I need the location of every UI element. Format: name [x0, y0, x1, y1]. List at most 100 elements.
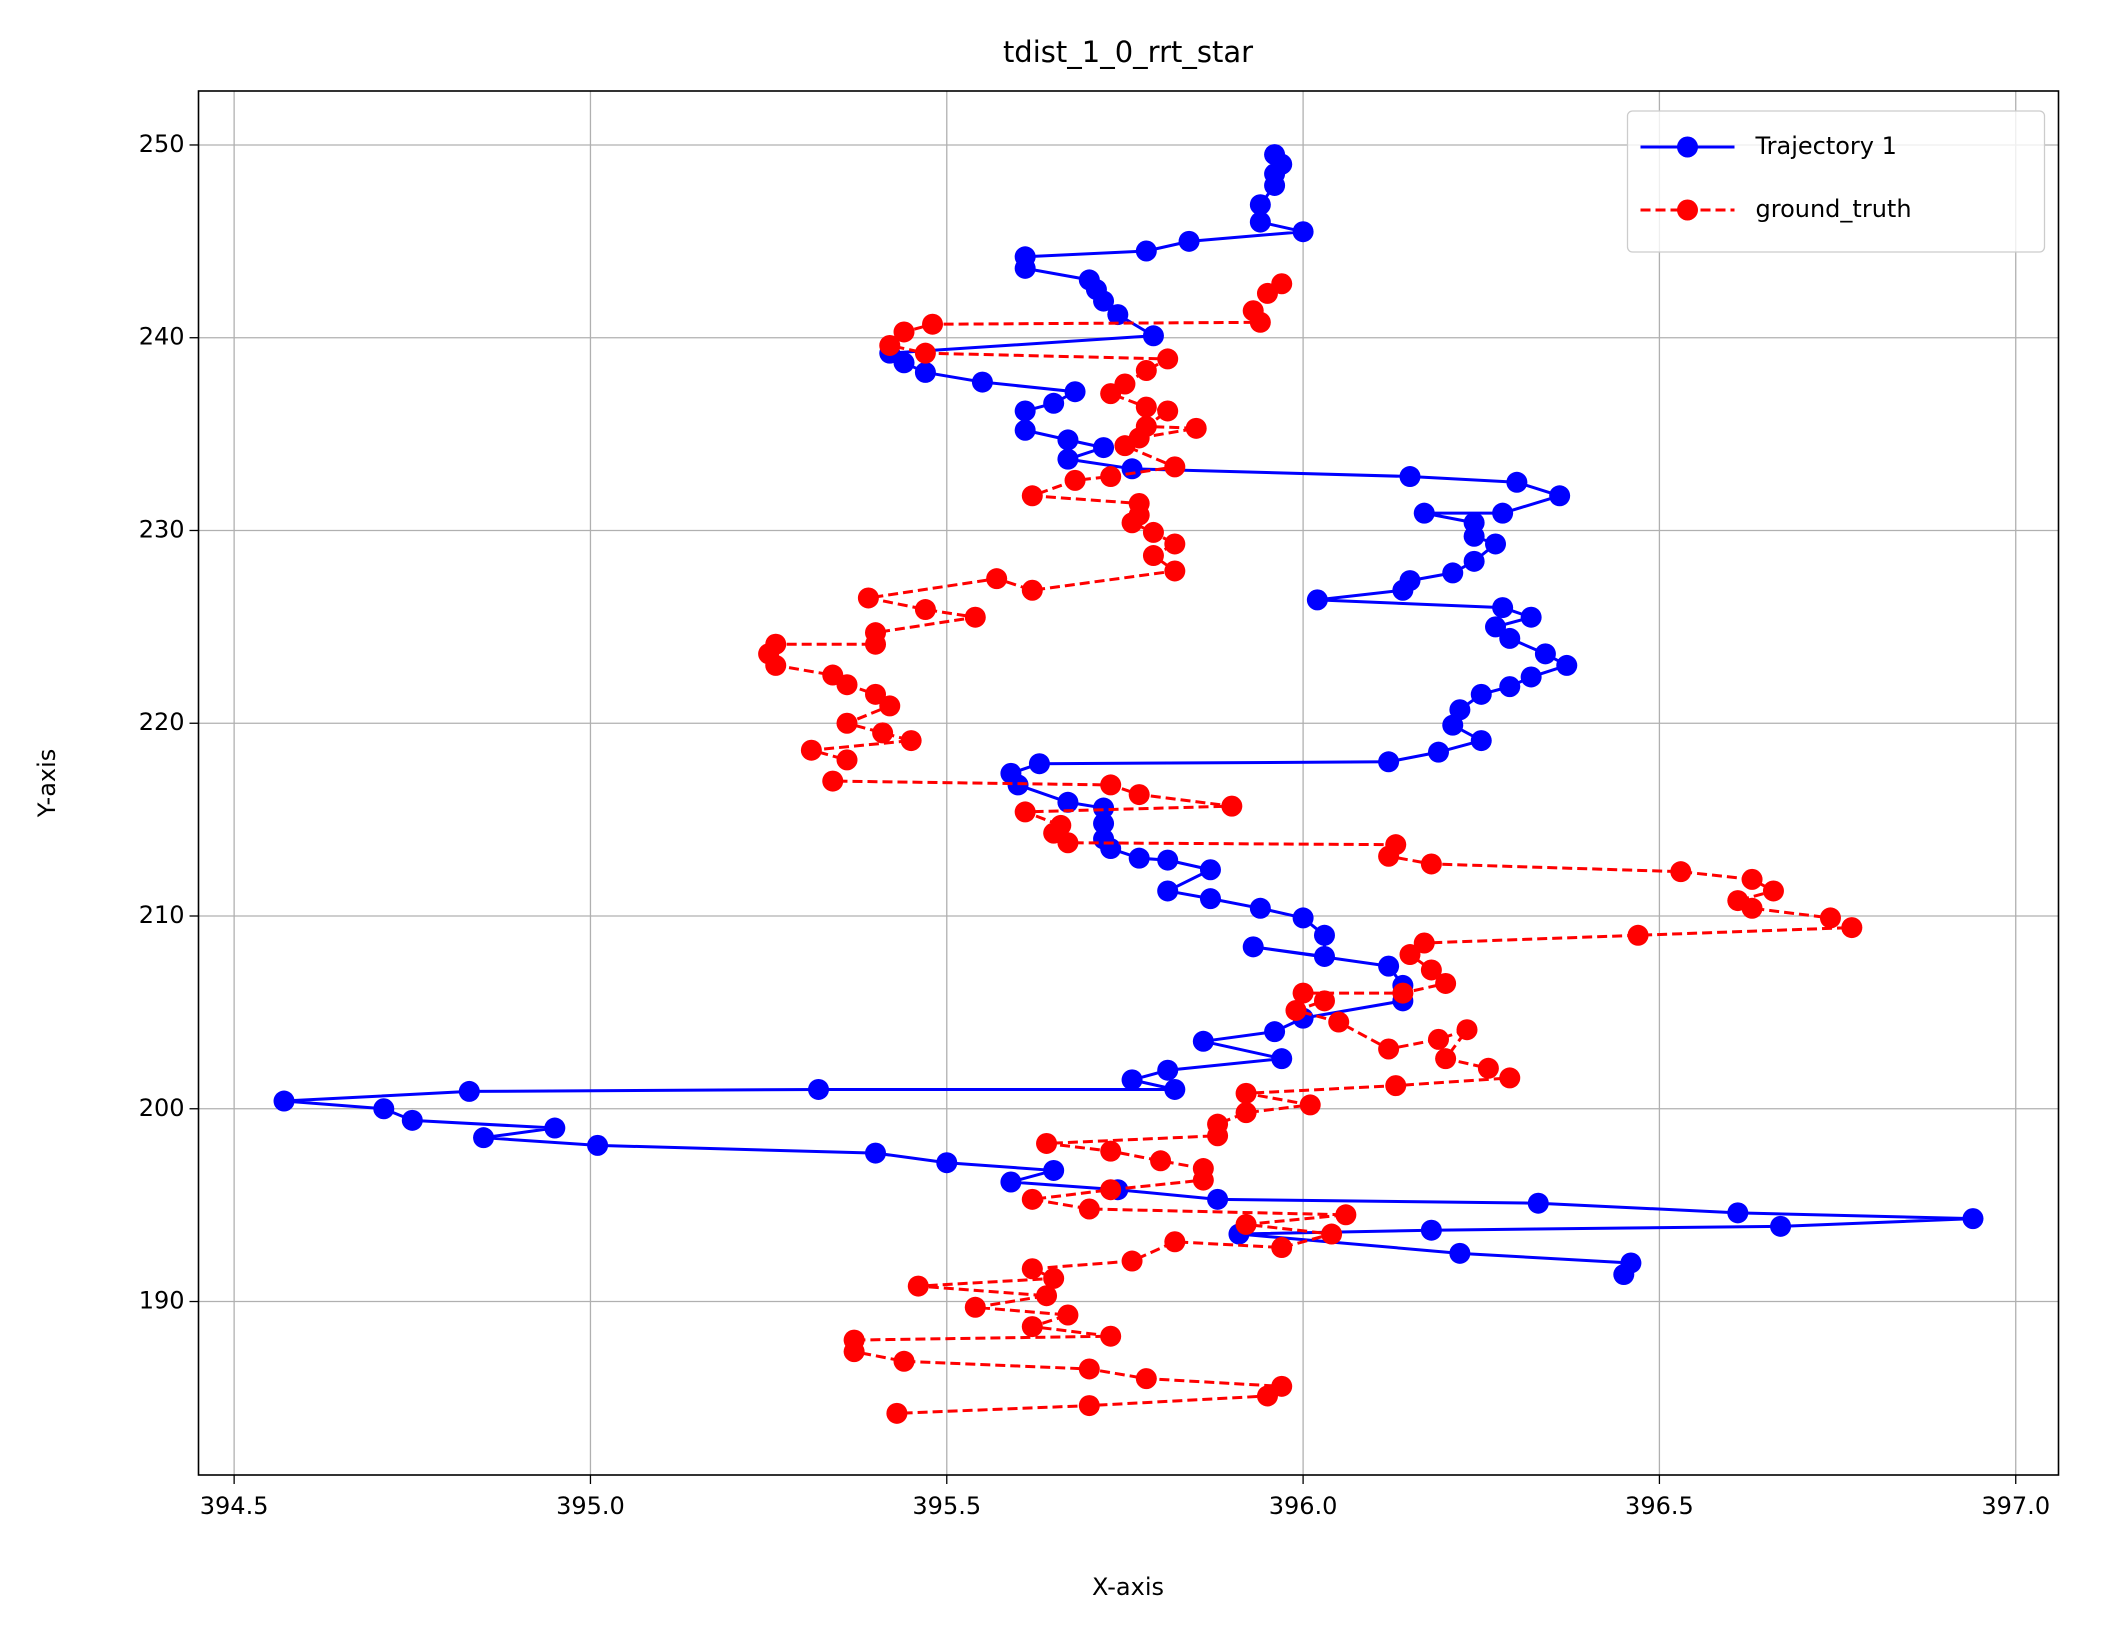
marker	[1093, 797, 1115, 819]
marker	[1021, 485, 1043, 507]
marker	[886, 1402, 908, 1424]
marker	[872, 722, 894, 744]
legend-label: Trajectory 1	[1755, 132, 1897, 160]
marker	[808, 1078, 829, 1100]
marker	[1741, 868, 1763, 890]
y-tick-label: 230	[139, 515, 185, 543]
marker	[1741, 897, 1763, 919]
marker	[1135, 396, 1157, 418]
x-axis-label: X-axis	[1092, 1573, 1164, 1601]
marker	[922, 313, 944, 335]
marker	[1399, 944, 1421, 966]
marker	[1157, 400, 1179, 422]
legend: Trajectory 1 ground_truth	[1626, 110, 2046, 253]
marker	[1121, 512, 1143, 534]
marker	[1313, 990, 1335, 1012]
marker	[1378, 1038, 1400, 1060]
marker	[1014, 400, 1036, 422]
marker	[458, 1080, 480, 1102]
marker	[1093, 437, 1115, 459]
legend-marker	[1677, 199, 1698, 221]
x-tick-label: 397.0	[1981, 1492, 2050, 1520]
marker	[1413, 502, 1435, 524]
marker	[544, 1117, 566, 1139]
marker	[1299, 1094, 1321, 1116]
marker	[1135, 240, 1157, 262]
marker	[1014, 801, 1036, 823]
marker	[1235, 1102, 1257, 1124]
marker	[1192, 1169, 1214, 1191]
marker	[1036, 1285, 1058, 1307]
marker	[900, 730, 922, 752]
marker	[1670, 861, 1692, 883]
marker	[1520, 606, 1542, 628]
marker	[1292, 907, 1314, 929]
marker	[1128, 847, 1150, 869]
marker	[1207, 1188, 1229, 1210]
marker	[1164, 560, 1186, 582]
series-line	[282, 153, 1975, 1276]
marker	[1399, 466, 1421, 488]
marker	[893, 1350, 915, 1372]
marker	[1770, 1215, 1792, 1237]
marker	[1463, 525, 1485, 547]
marker	[1235, 1082, 1257, 1104]
marker	[373, 1098, 395, 1120]
x-tick-label: 395.0	[556, 1492, 625, 1520]
marker	[1271, 1048, 1293, 1070]
marker	[1078, 1358, 1100, 1380]
marker	[1221, 795, 1243, 817]
marker	[1178, 230, 1200, 252]
marker	[836, 712, 858, 734]
marker	[1470, 730, 1492, 752]
marker	[1456, 1019, 1478, 1041]
marker	[1335, 1204, 1357, 1226]
marker	[1249, 211, 1271, 233]
marker	[1014, 419, 1036, 441]
marker	[893, 352, 915, 374]
x-tick-label: 396.5	[1625, 1492, 1694, 1520]
x-tick-label: 396.0	[1269, 1492, 1338, 1520]
marker	[1727, 1202, 1749, 1224]
marker	[1428, 741, 1449, 763]
marker	[914, 599, 936, 621]
x-tick-label: 394.5	[200, 1492, 269, 1520]
marker	[1420, 959, 1442, 981]
marker	[1321, 1223, 1343, 1245]
marker	[1392, 579, 1414, 601]
marker	[1549, 485, 1571, 507]
marker	[964, 606, 986, 628]
marker	[1157, 348, 1179, 370]
marker	[1164, 533, 1186, 555]
marker	[1164, 1231, 1186, 1253]
marker	[865, 683, 887, 705]
marker	[1485, 533, 1507, 555]
marker	[1378, 955, 1400, 977]
marker	[1043, 392, 1065, 414]
marker	[1121, 458, 1143, 480]
y-tick-label: 210	[139, 901, 185, 929]
marker	[1043, 1267, 1065, 1289]
marker	[1114, 435, 1136, 457]
marker	[1242, 936, 1264, 958]
marker	[1328, 1011, 1350, 1033]
marker	[1057, 429, 1079, 451]
marker	[1235, 1213, 1257, 1235]
marker	[914, 361, 936, 383]
marker	[1142, 521, 1164, 543]
marker	[1556, 654, 1578, 676]
marker	[1413, 932, 1435, 954]
y-axis-label: Y-axis	[33, 749, 61, 819]
marker	[1841, 917, 1863, 939]
marker	[1121, 1250, 1143, 1272]
marker	[1428, 1028, 1449, 1050]
marker	[1256, 282, 1278, 304]
y-tick-label: 220	[139, 708, 185, 736]
chart-title: tdist_1_0_rrt_star	[1003, 35, 1253, 69]
marker	[1021, 1258, 1043, 1280]
marker	[1199, 888, 1221, 910]
marker	[879, 695, 901, 717]
marker	[843, 1341, 865, 1363]
